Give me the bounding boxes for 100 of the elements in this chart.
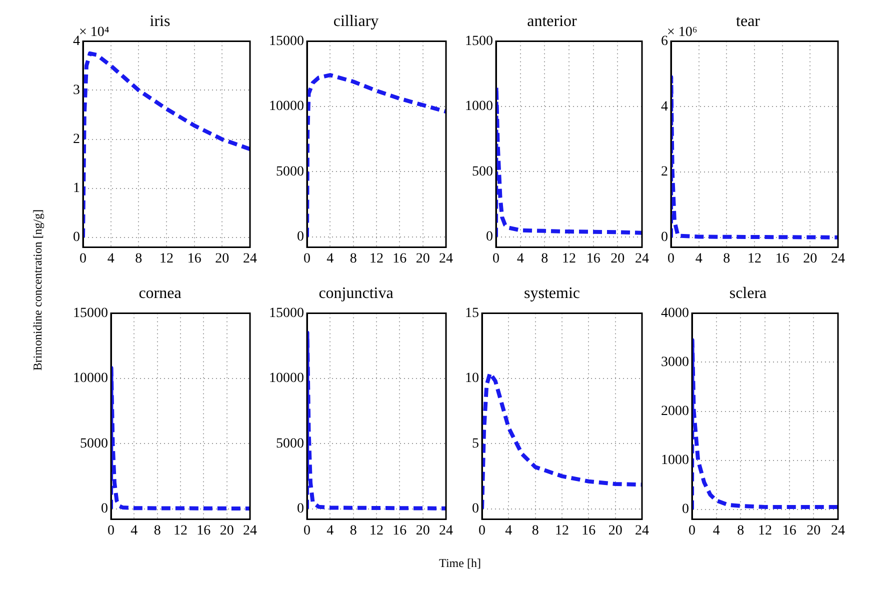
y-tick-label: 6 bbox=[661, 34, 668, 49]
x-tick-label: 20 bbox=[608, 523, 622, 538]
text: × 10⁶ bbox=[667, 24, 698, 40]
x-tick-label: 24 bbox=[439, 523, 453, 538]
x-tick-label: 20 bbox=[220, 523, 234, 538]
y-tick-label: 0 bbox=[472, 501, 479, 516]
chart-title: tear bbox=[736, 12, 761, 30]
y-tick-label: 10000 bbox=[73, 371, 108, 386]
x-tick-label: 12 bbox=[174, 523, 188, 538]
y-tick-label: 0 bbox=[486, 229, 493, 244]
x-tick-label: 4 bbox=[712, 523, 720, 538]
x-tick-label: 16 bbox=[392, 523, 407, 538]
x-tick-label: 4 bbox=[505, 523, 512, 538]
y-tick-label: 2 bbox=[661, 164, 668, 180]
chart-title: cilliary bbox=[333, 12, 379, 30]
x-tick-label: 20 bbox=[610, 251, 625, 266]
y-tick-label: 1000 bbox=[465, 99, 493, 114]
x-tick-label: 24 bbox=[635, 251, 649, 266]
x-tick-label: 4 bbox=[516, 251, 524, 266]
line-series bbox=[671, 75, 838, 240]
y-tick-label: 4000 bbox=[661, 306, 689, 321]
chart-title: sclera bbox=[729, 284, 767, 302]
line-series bbox=[692, 338, 838, 512]
x-tick-label: 20 bbox=[806, 523, 821, 538]
x-tick-label: 12 bbox=[562, 251, 576, 266]
y-tick-label: 4 bbox=[661, 99, 668, 114]
y-axis-title: Brimonidine concentration [ng/g] bbox=[30, 209, 46, 371]
x-tick-label: 8 bbox=[350, 523, 357, 538]
x-tick-label: 24 bbox=[439, 251, 453, 266]
x-tick-label: 20 bbox=[803, 251, 818, 266]
x-tick-label: 16 bbox=[782, 523, 796, 538]
x-tick-label: 20 bbox=[215, 251, 230, 266]
y-tick-label: 0 bbox=[682, 502, 689, 518]
y-tick-label: 0 bbox=[661, 230, 668, 246]
x-tick-label: 16 bbox=[196, 523, 211, 538]
y-tick-label: 1500 bbox=[465, 34, 493, 49]
y-tick-label: 5000 bbox=[276, 436, 304, 452]
y-tick-label: 0 bbox=[101, 501, 108, 516]
x-tick-label: 24 bbox=[243, 251, 257, 266]
y-tick-label: 4 bbox=[73, 34, 80, 49]
line-series bbox=[111, 366, 250, 511]
x-tick-label: 12 bbox=[370, 523, 384, 538]
x-tick-label: 24 bbox=[831, 251, 845, 266]
x-tick-label: 16 bbox=[582, 523, 596, 538]
x-tick-label: 16 bbox=[775, 251, 790, 266]
y-tick-label: 10000 bbox=[269, 371, 304, 386]
y-tick-label: 10000 bbox=[269, 99, 304, 114]
x-tick-label: 8 bbox=[541, 251, 548, 266]
x-tick-label: 16 bbox=[586, 251, 600, 266]
x-tick-label: 24 bbox=[831, 523, 845, 538]
y-tick-label: 5 bbox=[472, 436, 479, 452]
x-tick-label: 24 bbox=[635, 523, 649, 538]
x-tick-label: 4 bbox=[695, 251, 702, 266]
y-tick-label: 3 bbox=[73, 82, 80, 98]
x-tick-label: 12 bbox=[160, 251, 174, 266]
line-series bbox=[482, 371, 642, 511]
y-tick-label: 0 bbox=[73, 230, 80, 246]
x-tick-label: 4 bbox=[326, 251, 334, 266]
y-tick-label: 3000 bbox=[661, 354, 689, 370]
y-tick-label: 15000 bbox=[73, 306, 108, 321]
y-tick-label: 15000 bbox=[269, 34, 304, 49]
line-series bbox=[83, 51, 250, 240]
x-tick-label: 8 bbox=[135, 251, 142, 266]
x-tick-label: 8 bbox=[154, 523, 161, 538]
x-tick-label: 8 bbox=[350, 251, 357, 266]
x-tick-label: 12 bbox=[748, 251, 762, 266]
x-tick-label: 16 bbox=[392, 251, 407, 266]
y-tick-label: 10 bbox=[465, 371, 479, 386]
x-tick-label: 12 bbox=[555, 523, 569, 538]
chart-title: cornea bbox=[138, 284, 182, 302]
y-tick-label: 15000 bbox=[269, 306, 304, 321]
x-tick-label: 12 bbox=[370, 251, 384, 266]
x-tick-label: 4 bbox=[326, 523, 334, 538]
x-tick-label: 8 bbox=[532, 523, 539, 538]
x-tick-label: 8 bbox=[723, 251, 730, 266]
y-tick-label: 2000 bbox=[661, 404, 689, 419]
x-tick-label: 24 bbox=[243, 523, 257, 538]
line-series bbox=[307, 330, 446, 511]
chart-title: conjunctiva bbox=[318, 284, 394, 302]
y-tick-label: 0 bbox=[297, 501, 304, 516]
x-axis-title: Time [h] bbox=[439, 556, 481, 571]
y-tick-label: 0 bbox=[297, 229, 304, 244]
text: × 10⁴ bbox=[79, 24, 110, 40]
y-tick-label: 15 bbox=[465, 306, 479, 321]
chart-title: anterior bbox=[527, 12, 578, 30]
chart-title: systemic bbox=[524, 284, 580, 302]
x-tick-label: 8 bbox=[737, 523, 744, 538]
x-tick-label: 4 bbox=[130, 523, 138, 538]
y-tick-label: 5000 bbox=[80, 436, 108, 452]
line-series bbox=[307, 73, 446, 239]
x-tick-label: 16 bbox=[187, 251, 202, 266]
y-tick-label: 5000 bbox=[276, 164, 304, 180]
y-tick-label: 1000 bbox=[661, 453, 689, 468]
x-tick-label: 20 bbox=[416, 523, 430, 538]
chart-title: iris bbox=[150, 12, 170, 30]
y-tick-label: 1 bbox=[73, 181, 80, 196]
x-tick-label: 12 bbox=[758, 523, 772, 538]
y-tick-label: 2 bbox=[73, 132, 80, 147]
x-tick-label: 20 bbox=[416, 251, 430, 266]
y-tick-label: 500 bbox=[472, 164, 493, 180]
